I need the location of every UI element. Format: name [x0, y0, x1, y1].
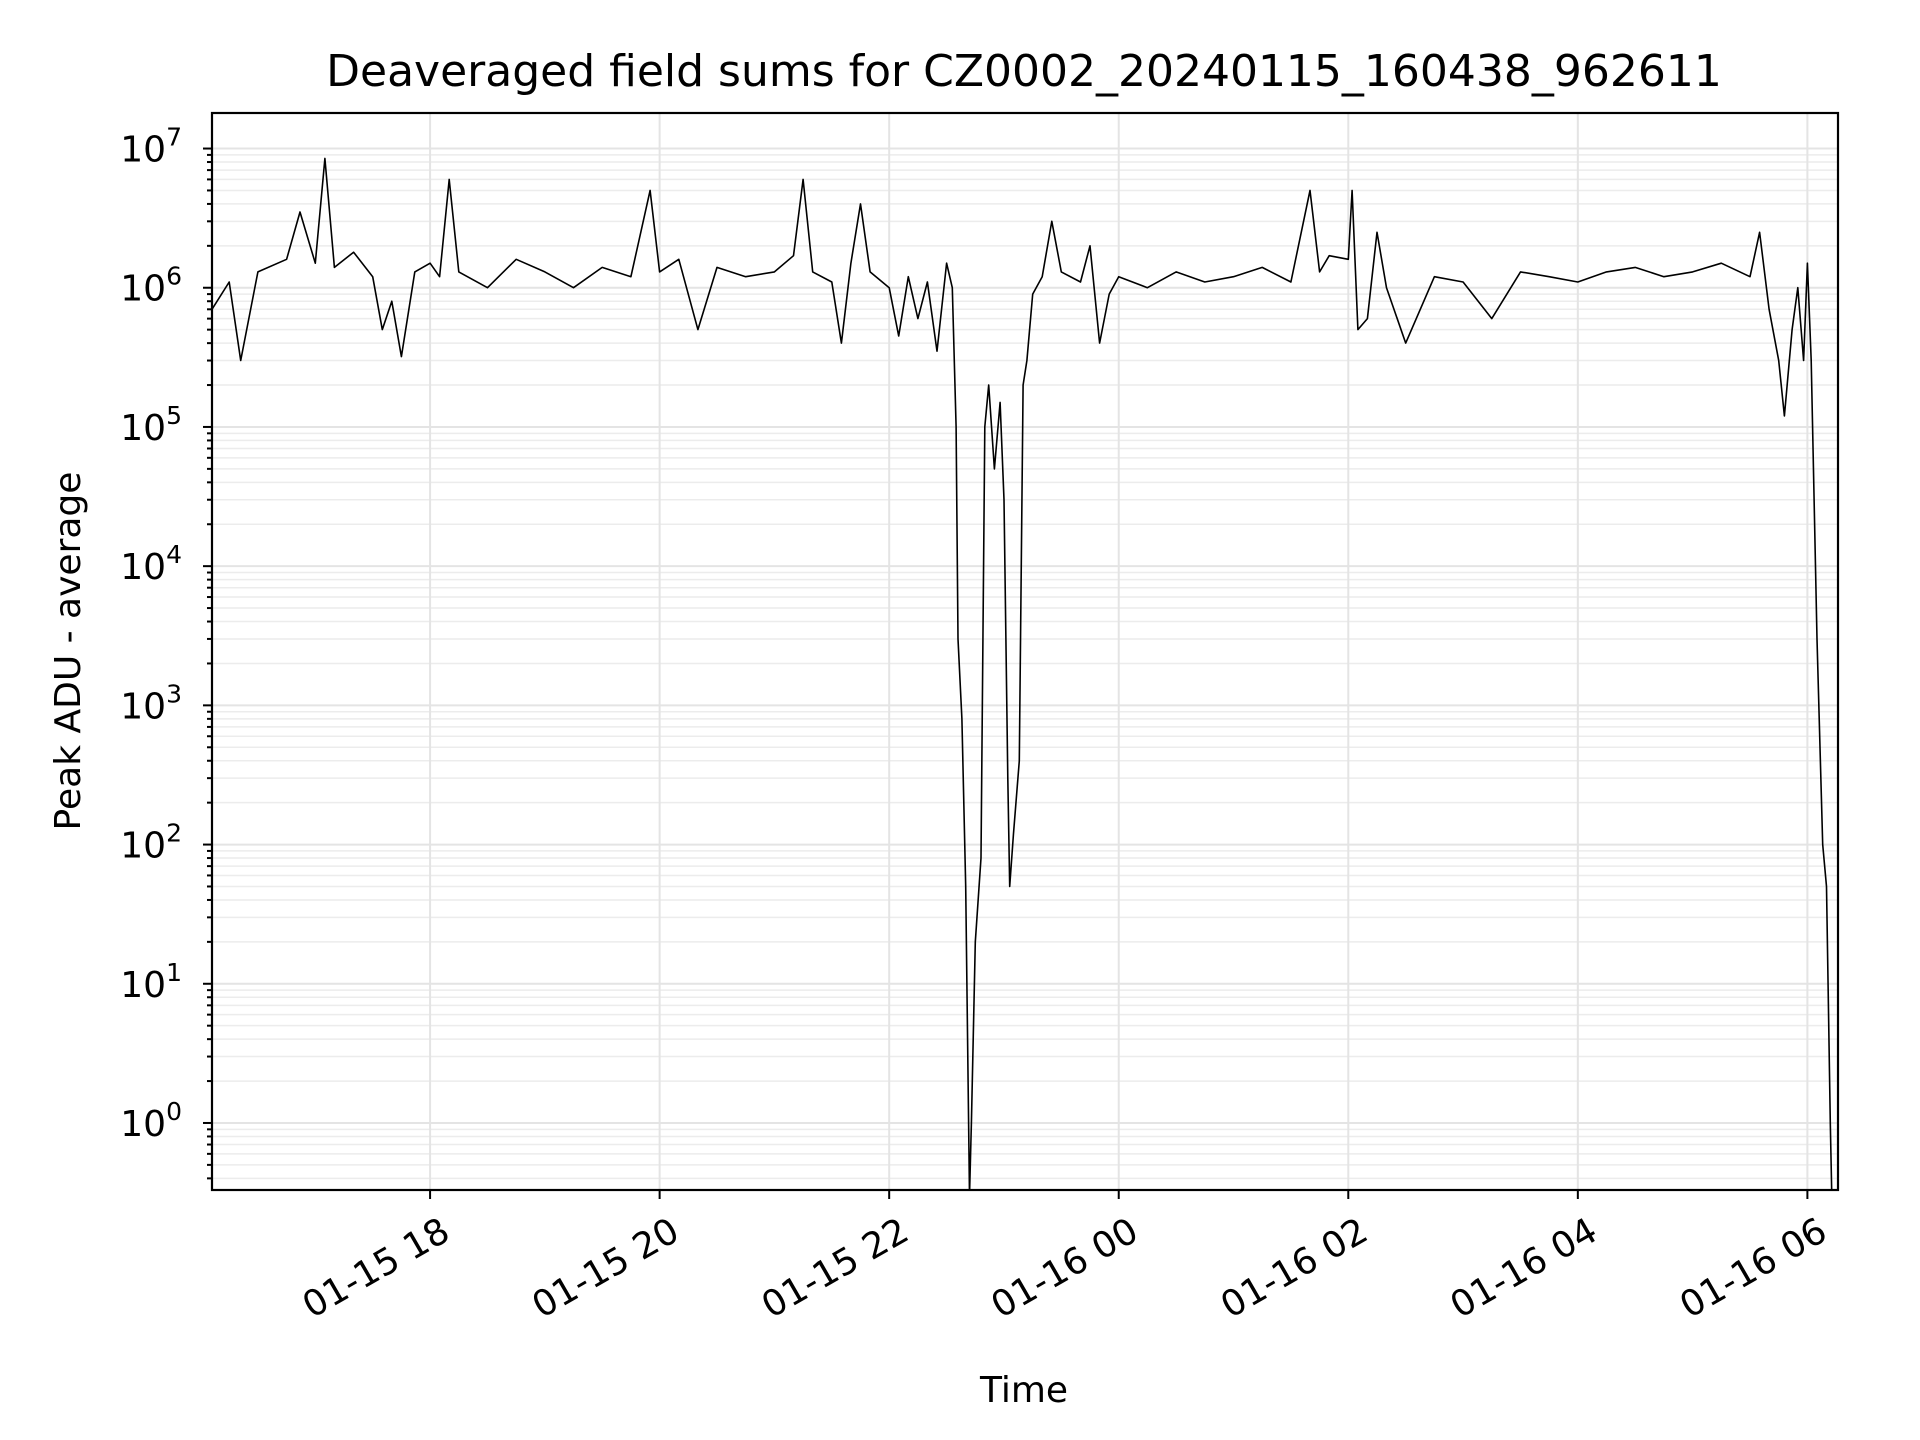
- y-tick-label: 104: [120, 540, 182, 588]
- y-tick-label: 100: [120, 1097, 182, 1145]
- plot-frame: [210, 111, 1840, 1192]
- y-tick-label: 105: [120, 401, 182, 449]
- grid: [212, 113, 1838, 1190]
- y-tick-label: 107: [120, 123, 182, 171]
- y-tick-label: 106: [120, 262, 182, 310]
- y-axis-label: Peak ADU - average: [48, 472, 89, 831]
- series-line-0: [212, 157, 1833, 1190]
- y-tick-label: 103: [120, 679, 182, 727]
- series-layer: [212, 157, 1833, 1190]
- y-tick-label: 101: [120, 958, 182, 1006]
- x-axis-label: Time: [979, 1370, 1068, 1411]
- chart-title: Deaveraged field sums for CZ0002_2024011…: [326, 46, 1722, 97]
- y-tick-label: 102: [120, 819, 182, 867]
